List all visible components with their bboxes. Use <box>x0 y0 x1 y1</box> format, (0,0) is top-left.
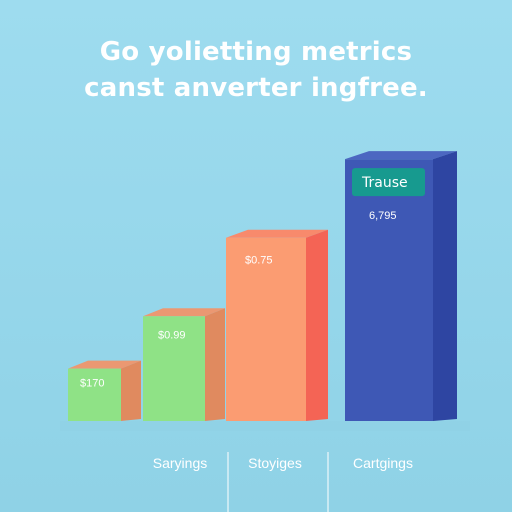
bar-top-face <box>226 229 328 238</box>
bar-top-face <box>68 360 141 369</box>
bar-side-face <box>433 151 457 421</box>
chart-title-line-2: canst anverter ingfree. <box>84 73 428 103</box>
x-tick-label: Cartgings <box>353 455 413 471</box>
bar <box>226 237 306 421</box>
bar-top-face <box>345 151 457 160</box>
bar-side-face <box>121 360 141 421</box>
bar-value-label: 6,795 <box>369 210 397 222</box>
badge-label: Trause <box>361 175 408 191</box>
chart-title: Go yolietting metrics canst anverter ing… <box>0 34 512 106</box>
bar-side-face <box>205 308 225 421</box>
bar-value-label: $170 <box>80 378 104 390</box>
badge <box>352 168 425 197</box>
x-tick-label: Stoyiges <box>248 455 302 471</box>
bar-side-face <box>306 229 328 421</box>
bar-top-face <box>143 308 225 317</box>
bar-value-label: $0.75 <box>245 255 273 267</box>
bar <box>143 316 205 421</box>
chart-floor-shadow <box>60 421 470 431</box>
bar <box>68 368 121 421</box>
chart-title-line-1: Go yolietting metrics <box>99 37 413 67</box>
bar-value-label: $0.99 <box>158 329 186 341</box>
x-tick-label: Saryings <box>153 455 207 471</box>
bar <box>345 159 433 421</box>
